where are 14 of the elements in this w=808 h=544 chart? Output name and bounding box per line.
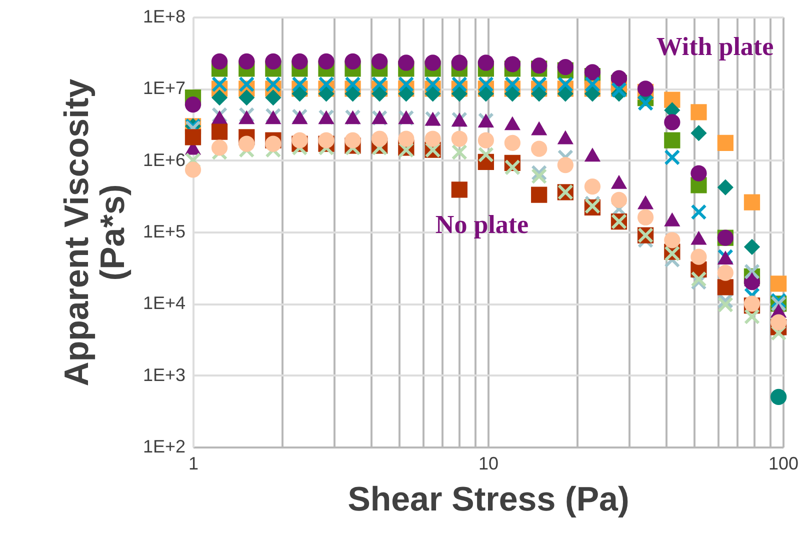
- y-axis-title: Apparent Viscosity (Pa*s): [58, 78, 132, 386]
- y-tick-label: 1E+8: [142, 6, 186, 26]
- y-tick-label: 1E+4: [142, 293, 186, 314]
- x-axis-title: Shear Stress (Pa): [348, 480, 630, 518]
- annotation: With plate: [656, 32, 774, 61]
- y-tick-label: 1E+2: [142, 436, 186, 456]
- y-tick-label: 1E+6: [142, 150, 186, 170]
- annotation: No plate: [435, 210, 529, 239]
- y-tick-label: 1E+5: [142, 222, 186, 242]
- x-tick-label: 10: [478, 454, 499, 474]
- y-tick-label: 1E+7: [142, 78, 186, 98]
- y-tick-label: 1E+3: [142, 364, 186, 385]
- x-tick-label: 100: [768, 454, 799, 474]
- x-tick-label: 1: [188, 454, 199, 474]
